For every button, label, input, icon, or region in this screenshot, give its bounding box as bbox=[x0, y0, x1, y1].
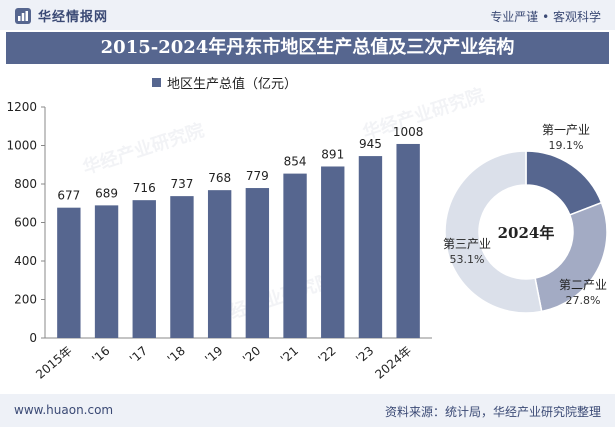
x-tick-label: 2015年 bbox=[33, 344, 75, 382]
pie-slice bbox=[525, 150, 603, 216]
bar bbox=[94, 205, 119, 338]
bar bbox=[283, 173, 307, 338]
bar bbox=[170, 196, 194, 338]
pie-slice-label: 第一产业 bbox=[542, 123, 590, 137]
pie-slice-value: 27.8% bbox=[566, 294, 601, 307]
bar bbox=[132, 200, 156, 338]
footer-url[interactable]: www.huaon.com bbox=[14, 403, 114, 417]
pie-slice-value: 19.1% bbox=[549, 139, 584, 152]
bar bbox=[358, 156, 383, 338]
bar bbox=[57, 207, 81, 338]
bar-value-label: 779 bbox=[246, 169, 269, 183]
legend-label: 地区生产总值（亿元） bbox=[167, 77, 298, 92]
bar-value-label: 689 bbox=[95, 186, 118, 200]
brand-logo-icon bbox=[15, 7, 31, 24]
x-tick-label: '17 bbox=[127, 344, 150, 367]
footer-source: 资料来源：统计局，华经产业研究院整理 bbox=[384, 405, 601, 419]
pie-slice bbox=[444, 150, 543, 314]
bar-value-label: 737 bbox=[170, 177, 193, 191]
x-tick-label: 2024年 bbox=[372, 344, 414, 382]
x-tick-label: '16 bbox=[89, 344, 112, 367]
bar-value-label: 716 bbox=[133, 181, 156, 195]
top-banner: 华经情报网 专业严谨 • 客观科学 bbox=[0, 0, 615, 30]
pie-slice-value: 53.1% bbox=[450, 253, 485, 266]
title-bar: 2015-2024年丹东市地区生产总值及三次产业结构 bbox=[6, 32, 609, 64]
x-tick-label: '23 bbox=[353, 344, 376, 367]
x-tick-label: '21 bbox=[278, 344, 301, 367]
y-tick-label: 0 bbox=[29, 331, 37, 345]
x-tick-label: '18 bbox=[165, 344, 188, 367]
x-tick-label: '19 bbox=[202, 344, 225, 367]
footer: www.huaon.com 资料来源：统计局，华经产业研究院整理 bbox=[0, 394, 615, 427]
x-tick-label: '20 bbox=[240, 344, 263, 367]
y-tick-label: 600 bbox=[14, 216, 37, 230]
bar-legend: 地区生产总值（亿元） bbox=[152, 73, 297, 92]
pie-center-label: 2024年 bbox=[498, 224, 555, 242]
bar bbox=[321, 166, 345, 338]
bar-value-label: 945 bbox=[359, 137, 382, 151]
y-tick-label: 1000 bbox=[6, 139, 37, 153]
slogan: 专业严谨 • 客观科学 bbox=[490, 10, 601, 24]
bar bbox=[245, 188, 270, 338]
chart-title: 2015-2024年丹东市地区生产总值及三次产业结构 bbox=[100, 37, 515, 58]
y-tick-label: 400 bbox=[14, 254, 37, 268]
x-tick-label: '22 bbox=[315, 344, 338, 367]
bar bbox=[396, 143, 420, 338]
bar-value-label: 1008 bbox=[393, 125, 424, 139]
y-tick-label: 800 bbox=[14, 177, 37, 191]
y-tick-label: 200 bbox=[14, 293, 37, 307]
legend-swatch bbox=[152, 78, 161, 87]
pie-slice-label: 第三产业 bbox=[443, 237, 491, 251]
brand-name: 华经情报网 bbox=[38, 10, 109, 25]
y-tick-label: 1200 bbox=[6, 100, 37, 114]
bar-value-label: 854 bbox=[284, 155, 307, 169]
bar-value-label: 891 bbox=[321, 147, 344, 161]
brand: 华经情报网 bbox=[14, 6, 108, 25]
bar-value-label: 768 bbox=[208, 171, 231, 185]
bar-value-label: 677 bbox=[57, 189, 80, 203]
pie-slice-label: 第二产业 bbox=[559, 278, 607, 292]
bar bbox=[207, 190, 232, 338]
